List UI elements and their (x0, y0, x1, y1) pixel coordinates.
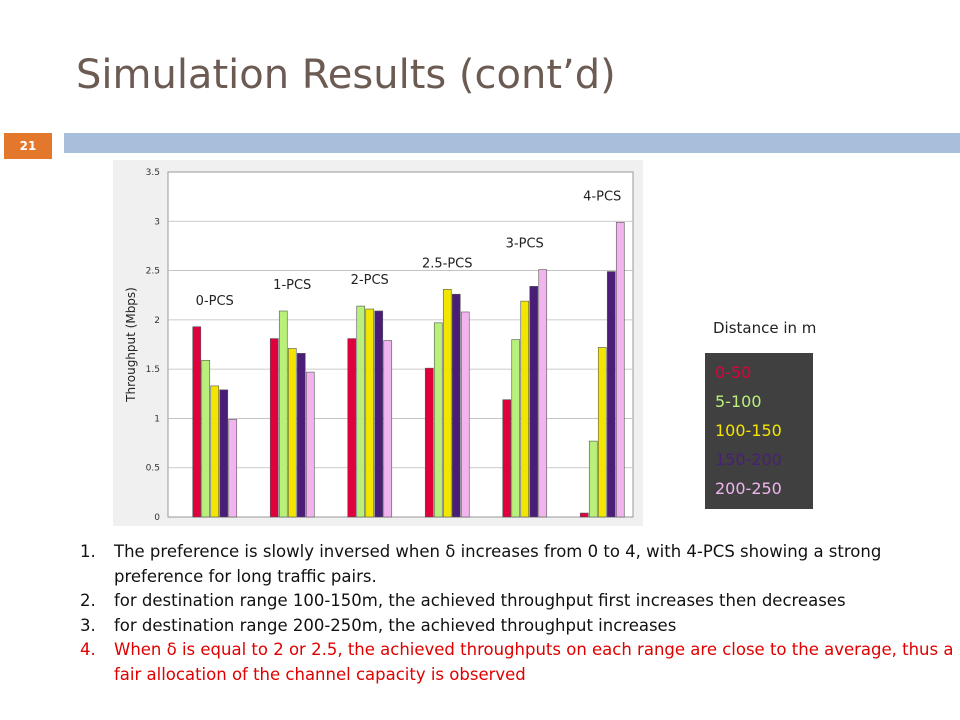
note-number: 2. (80, 591, 96, 610)
note-text: When δ is equal to 2 or 2.5, the achieve… (114, 640, 954, 684)
bar-2-PCS-200-250 (383, 340, 393, 518)
bar-4-PCS-0-50 (579, 512, 589, 518)
bar-3-PCS-100-150 (520, 300, 530, 518)
bar-2.5-PCS-0-50 (424, 367, 434, 518)
bar-4-PCS-5-100 (588, 440, 598, 518)
bar-4-PCS-200-250 (615, 221, 625, 518)
y-tick-label: 0.5 (146, 464, 160, 474)
bar-2.5-PCS-100-150 (442, 289, 452, 518)
bar-0-PCS-150-200 (219, 389, 229, 518)
note-item: 2. for destination range 100-150m, the ac… (80, 589, 960, 614)
bar-0-PCS-0-50 (192, 326, 202, 518)
note-text: for destination range 100-150m, the achi… (114, 591, 846, 610)
throughput-chart: 0 0.5 1 1.5 2 2.5 3 3.5 Throughput (Mbps) 0-PCS 1-… (113, 160, 643, 526)
notes-list: 1. The preference is slowly inversed when… (80, 540, 960, 687)
legend-title: Distance in m (713, 319, 817, 337)
y-tick-label: 3 (154, 217, 160, 227)
bar-2-PCS-150-200 (374, 310, 384, 518)
bar-2.5-PCS-200-250 (460, 311, 470, 518)
group-label: 1-PCS (273, 278, 311, 293)
bar-1-PCS-5-100 (278, 310, 288, 518)
group-label: 4-PCS (583, 189, 621, 204)
group-label: 2.5-PCS (422, 256, 473, 271)
bar-3-PCS-150-200 (529, 286, 539, 518)
y-axis-label: Throughput (Mbps) (124, 287, 138, 403)
note-text: for destination range 200-250m, the achi… (114, 615, 677, 635)
bar-0-PCS-200-250 (228, 419, 238, 518)
note-number: 4. (80, 640, 96, 659)
chart-svg: 0 0.5 1 1.5 2 2.5 3 3.5 Throughput (Mbps) 0-PCS 1-… (124, 168, 634, 523)
bar-4-PCS-150-200 (606, 271, 616, 518)
legend-item: 5-100 (715, 392, 762, 411)
bar-2-PCS-100-150 (365, 308, 375, 518)
bar-2.5-PCS-150-200 (451, 293, 461, 518)
plot-area (167, 171, 634, 518)
bar-4-PCS-100-150 (597, 347, 607, 518)
bar-3-PCS-5-100 (511, 339, 521, 518)
bar-1-PCS-0-50 (269, 338, 279, 518)
bar-0-PCS-5-100 (201, 359, 211, 518)
slide-title: Simulation Results (cont’d) (76, 52, 616, 98)
bar-1-PCS-200-250 (305, 371, 315, 518)
y-tick-label: 1.5 (146, 365, 160, 375)
bar-3-PCS-0-50 (502, 399, 512, 518)
y-tick-label: 2.5 (146, 267, 160, 277)
group-label: 3-PCS (506, 237, 544, 252)
legend-item: 200-250 (715, 479, 782, 498)
bar-2.5-PCS-5-100 (433, 322, 443, 518)
bar-1-PCS-150-200 (296, 353, 306, 518)
legend-item: 100-150 (715, 421, 782, 440)
legend-box: 0-50 5-100 100-150 150-200 200-250 (705, 353, 813, 509)
legend-item: 0-50 (715, 363, 752, 382)
note-number: 3. (80, 615, 96, 635)
bar-2-PCS-0-50 (347, 338, 357, 518)
note-item: 1. The preference is slowly inversed when… (80, 540, 960, 589)
bar-2-PCS-5-100 (356, 305, 366, 518)
bar-3-PCS-200-250 (538, 269, 548, 518)
header-band (64, 133, 960, 153)
y-tick-label: 3.5 (146, 168, 160, 178)
page-number-badge: 21 (4, 133, 52, 159)
bar-1-PCS-100-150 (287, 348, 297, 518)
note-item: 3. for destination range 200-250m, the ac… (80, 614, 960, 639)
legend-item: 150-200 (715, 450, 782, 469)
note-number: 1. (80, 542, 96, 561)
y-tick-label: 1 (154, 414, 160, 424)
note-item: 4. When δ is equal to 2 or 2.5, the achie… (80, 638, 960, 687)
group-label: 0-PCS (196, 294, 234, 309)
y-tick-label: 2 (154, 316, 160, 326)
group-label: 2-PCS (351, 273, 389, 288)
note-text: The preference is slowly inversed when δ… (114, 542, 882, 586)
y-tick-label: 0 (154, 513, 160, 523)
bar-0-PCS-100-150 (210, 385, 220, 518)
